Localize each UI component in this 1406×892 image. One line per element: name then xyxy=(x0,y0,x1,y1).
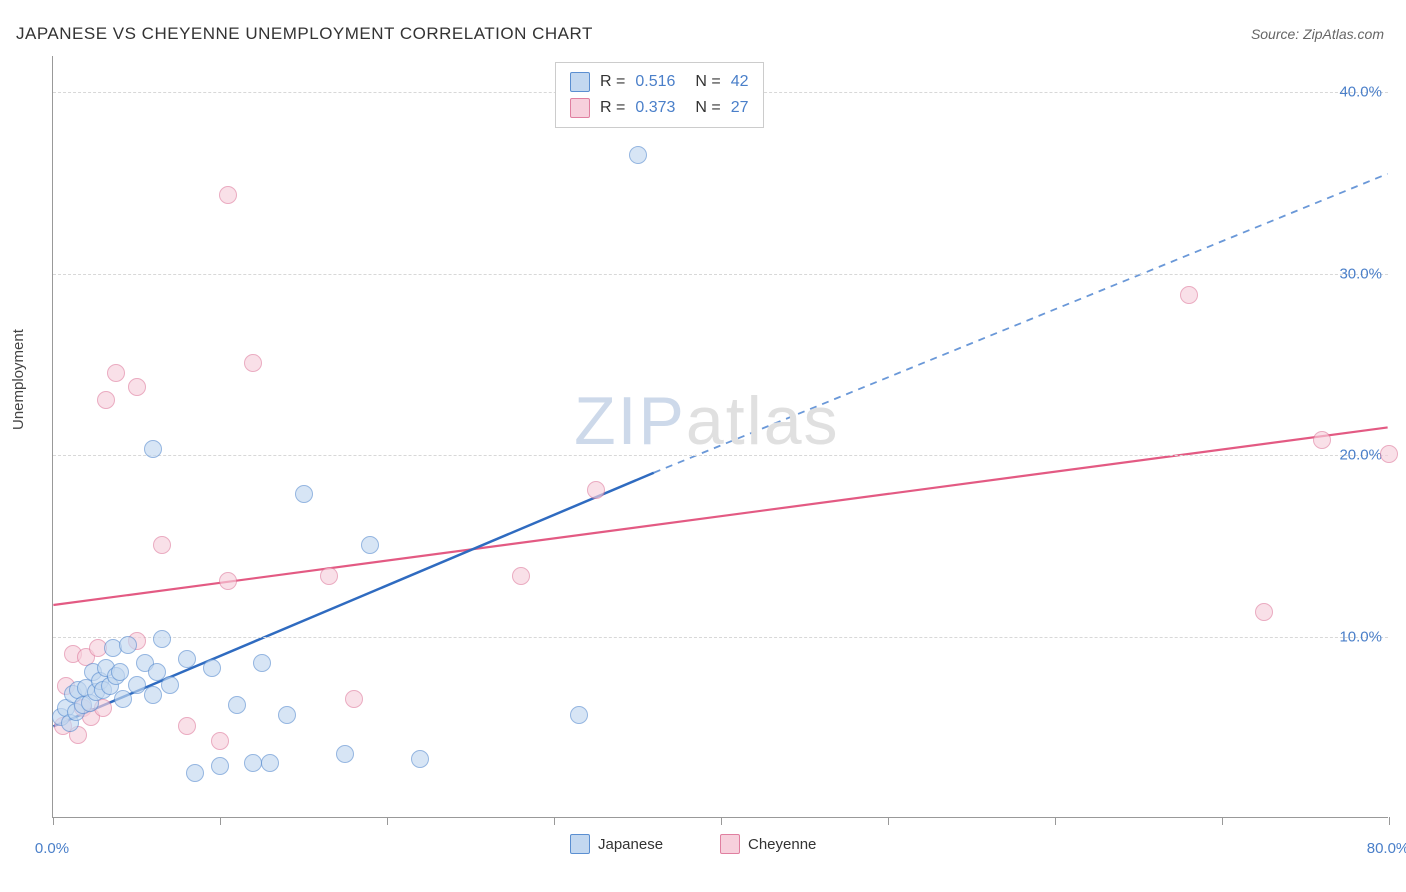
x-tick-label: 0.0% xyxy=(35,840,69,857)
correlation-stats-box: R = 0.516 N = 42 R = 0.373 N = 27 xyxy=(555,62,764,128)
x-tick xyxy=(53,817,54,825)
x-tick xyxy=(220,817,221,825)
trend-line xyxy=(654,174,1388,473)
trendlines-svg xyxy=(53,56,1388,817)
cheyenne-point xyxy=(211,732,229,750)
x-tick xyxy=(1055,817,1056,825)
japanese-point xyxy=(361,536,379,554)
japanese-point xyxy=(128,676,146,694)
y-gridline xyxy=(53,637,1388,638)
x-tick-label: 80.0% xyxy=(1367,840,1406,857)
japanese-point xyxy=(411,750,429,768)
cheyenne-point xyxy=(512,567,530,585)
cheyenne-point xyxy=(178,717,196,735)
r-label: R = xyxy=(600,73,625,91)
cheyenne-point xyxy=(97,391,115,409)
cheyenne-point xyxy=(1313,431,1331,449)
legend-japanese-label: Japanese xyxy=(598,836,663,853)
legend-japanese: Japanese xyxy=(570,834,663,854)
cheyenne-swatch-icon xyxy=(570,98,590,118)
chart-title: JAPANESE VS CHEYENNE UNEMPLOYMENT CORREL… xyxy=(16,24,593,44)
japanese-point xyxy=(278,706,296,724)
cheyenne-n-value: 27 xyxy=(731,99,749,117)
cheyenne-point xyxy=(107,364,125,382)
chart-container: JAPANESE VS CHEYENNE UNEMPLOYMENT CORREL… xyxy=(0,0,1406,892)
y-gridline xyxy=(53,274,1388,275)
cheyenne-point xyxy=(219,572,237,590)
source-label: Source: ZipAtlas.com xyxy=(1251,26,1384,42)
japanese-point xyxy=(295,485,313,503)
japanese-point xyxy=(119,636,137,654)
cheyenne-point xyxy=(244,354,262,372)
y-axis-label: Unemployment xyxy=(10,329,27,430)
japanese-point xyxy=(186,764,204,782)
cheyenne-point xyxy=(345,690,363,708)
y-tick-label: 20.0% xyxy=(1339,447,1382,464)
japanese-swatch-icon xyxy=(570,834,590,854)
japanese-point xyxy=(178,650,196,668)
cheyenne-point xyxy=(219,186,237,204)
cheyenne-swatch-icon xyxy=(720,834,740,854)
y-tick-label: 30.0% xyxy=(1339,265,1382,282)
x-tick xyxy=(1389,817,1390,825)
x-tick xyxy=(1222,817,1223,825)
x-tick xyxy=(721,817,722,825)
japanese-point xyxy=(114,690,132,708)
japanese-point xyxy=(144,686,162,704)
japanese-point xyxy=(336,745,354,763)
cheyenne-point xyxy=(587,481,605,499)
japanese-point xyxy=(144,440,162,458)
cheyenne-point xyxy=(128,378,146,396)
legend-cheyenne: Cheyenne xyxy=(720,834,816,854)
japanese-n-value: 42 xyxy=(731,73,749,91)
n-label: N = xyxy=(695,99,720,117)
cheyenne-r-value: 0.373 xyxy=(635,99,675,117)
japanese-point xyxy=(211,757,229,775)
y-tick-label: 40.0% xyxy=(1339,84,1382,101)
japanese-point xyxy=(203,659,221,677)
japanese-point xyxy=(161,676,179,694)
plot-area: ZIPatlas 10.0%20.0%30.0%40.0% xyxy=(52,56,1388,818)
cheyenne-point xyxy=(320,567,338,585)
japanese-point xyxy=(244,754,262,772)
cheyenne-point xyxy=(1380,445,1398,463)
legend-cheyenne-label: Cheyenne xyxy=(748,836,816,853)
r-label: R = xyxy=(600,99,625,117)
japanese-r-value: 0.516 xyxy=(635,73,675,91)
japanese-point xyxy=(629,146,647,164)
japanese-point xyxy=(228,696,246,714)
stats-row-cheyenne: R = 0.373 N = 27 xyxy=(570,95,749,121)
japanese-point xyxy=(153,630,171,648)
x-tick xyxy=(387,817,388,825)
cheyenne-point xyxy=(1180,286,1198,304)
japanese-point xyxy=(261,754,279,772)
japanese-swatch-icon xyxy=(570,72,590,92)
x-tick xyxy=(888,817,889,825)
stats-row-japanese: R = 0.516 N = 42 xyxy=(570,69,749,95)
y-gridline xyxy=(53,455,1388,456)
x-tick xyxy=(554,817,555,825)
japanese-point xyxy=(253,654,271,672)
japanese-point xyxy=(111,663,129,681)
japanese-point xyxy=(570,706,588,724)
trend-line xyxy=(53,427,1387,605)
y-tick-label: 10.0% xyxy=(1339,628,1382,645)
n-label: N = xyxy=(695,73,720,91)
cheyenne-point xyxy=(1255,603,1273,621)
cheyenne-point xyxy=(153,536,171,554)
